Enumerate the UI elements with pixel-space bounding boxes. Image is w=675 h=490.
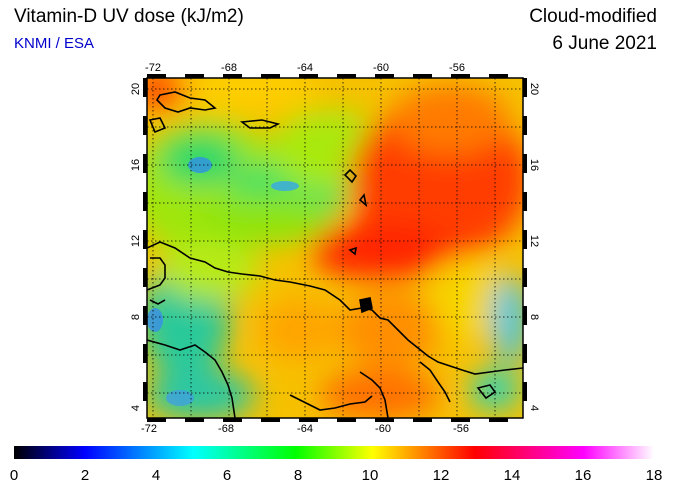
lat-tick-left: 8 (130, 314, 142, 320)
product-label: Cloud-modified (529, 6, 657, 27)
graticule (147, 78, 523, 418)
lon-tick-bottom: -68 (218, 423, 234, 435)
lat-tick-right: 20 (528, 83, 540, 95)
lat-tick-right: 16 (528, 159, 540, 171)
colorbar-tick: 0 (10, 467, 18, 484)
lon-tick-bottom: -56 (453, 423, 469, 435)
date-label: 6 June 2021 (552, 33, 657, 54)
colorbar-tick: 10 (362, 467, 379, 484)
colorbar-tick: 6 (223, 467, 231, 484)
colorbar-tick: 4 (152, 467, 160, 484)
lon-tick-top: -68 (221, 62, 237, 74)
lon-tick-top: -64 (297, 62, 313, 74)
colorbar-tick: 2 (81, 467, 89, 484)
lon-tick-top: -60 (373, 62, 389, 74)
uv-dose-field (147, 78, 523, 418)
lat-tick-left: 16 (130, 159, 142, 171)
data-source-label: KNMI / ESA (14, 35, 95, 52)
lon-tick-top: -72 (145, 62, 161, 74)
colorbar-tick: 12 (433, 467, 450, 484)
lon-tick-bottom: -72 (141, 423, 157, 435)
colorbar-tick: 14 (504, 467, 521, 484)
lon-tick-bottom: -64 (297, 423, 313, 435)
lat-tick-right: 12 (528, 235, 540, 247)
coastlines (147, 91, 523, 418)
frame-ticks (143, 74, 527, 422)
lat-tick-left: 12 (130, 235, 142, 247)
lat-tick-left: 4 (130, 405, 142, 411)
lat-tick-right: 4 (528, 405, 540, 411)
lon-tick-top: -56 (449, 62, 465, 74)
lat-tick-right: 8 (528, 314, 540, 320)
colorbar-tick: 18 (646, 467, 663, 484)
lon-tick-bottom: -60 (375, 423, 391, 435)
lat-tick-left: 20 (130, 83, 142, 95)
colorbar (14, 446, 654, 459)
map-title: Vitamin-D UV dose (kJ/m2) (14, 6, 244, 27)
colorbar-tick: 16 (575, 467, 592, 484)
colorbar-tick: 8 (294, 467, 302, 484)
